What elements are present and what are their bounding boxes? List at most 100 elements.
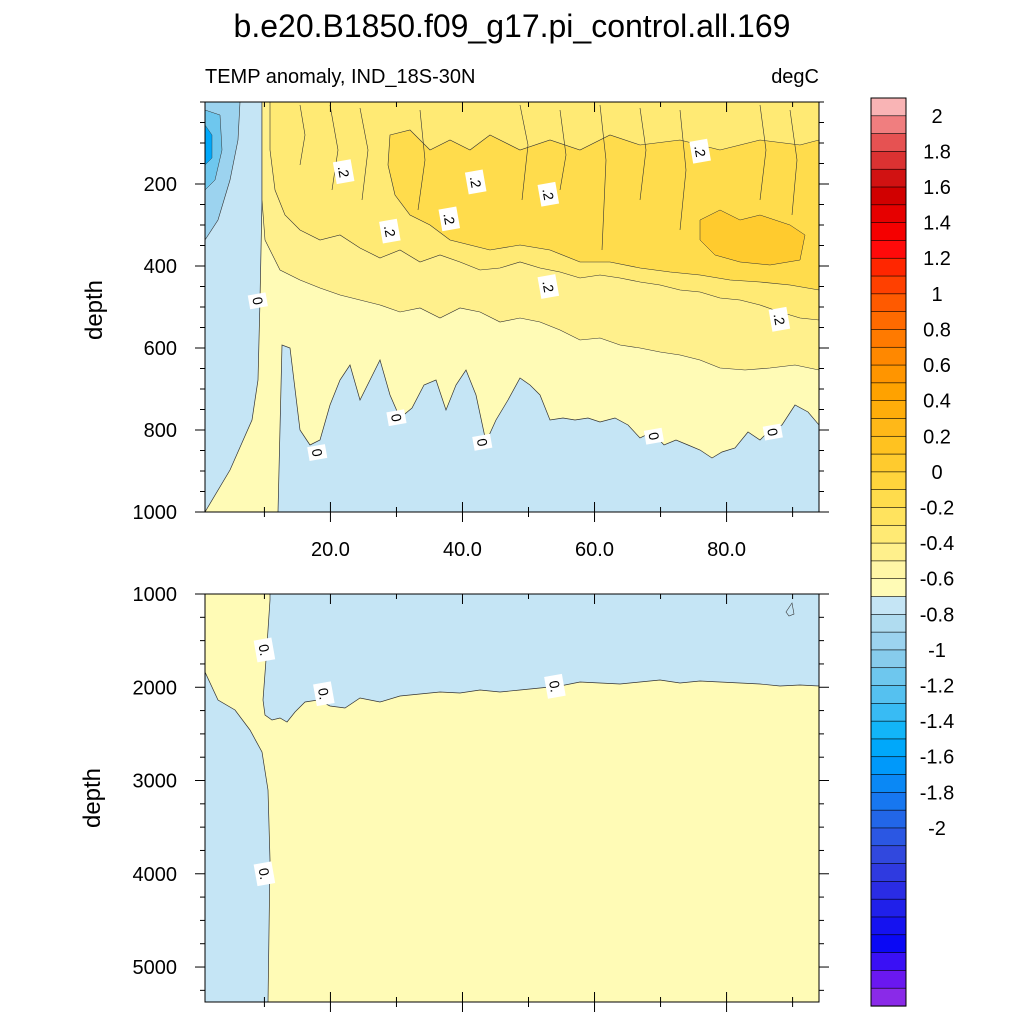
colorbar-label: -0.6 xyxy=(920,569,954,591)
colorbar-swatch xyxy=(870,863,907,882)
colorbar-swatch xyxy=(870,507,907,526)
upper-contour-wiggles xyxy=(299,104,798,251)
colorbar-swatch xyxy=(870,667,907,687)
contour-label-box xyxy=(253,861,276,887)
contour-label: .2 xyxy=(379,218,401,244)
contour-label-box xyxy=(438,206,461,232)
colorbar-swatch xyxy=(870,845,907,865)
upper-panel: 20.0 40.0 60.0 80.0 200 400 600 800 1000 depth .… xyxy=(81,101,829,561)
colorbar-swatch xyxy=(870,987,907,1007)
colorbar-swatch xyxy=(870,418,907,437)
contour-label-box xyxy=(643,427,665,445)
contour-label-box xyxy=(464,169,487,195)
colorbar-swatch xyxy=(870,382,907,402)
colorbar-swatch xyxy=(870,881,907,900)
colorbar-swatch xyxy=(870,240,907,259)
colorbar-swatch xyxy=(870,435,907,455)
colorbar-swatch xyxy=(870,827,907,847)
right-subtitle: degC xyxy=(771,66,819,88)
contour-label: 0 xyxy=(472,433,493,451)
colorbar-swatch xyxy=(870,970,907,989)
upper-contour-labels: .2 .2 .2 .2 .2 .2 .2 .2 0 0 0 0 0 0 xyxy=(247,138,791,462)
x-tick-label: 80.0 xyxy=(707,539,746,561)
y-tick-label: 1000 xyxy=(133,584,178,606)
y-tick-label: 1000 xyxy=(133,502,178,524)
contour-label-text: 0. xyxy=(256,643,274,657)
contour-label-text: 0 xyxy=(764,427,781,438)
upper-cold-core-peak xyxy=(205,124,213,166)
colorbar-swatch xyxy=(870,222,907,242)
colorbar-swatch xyxy=(870,133,907,153)
lower-panel: 1000 2000 3000 4000 5000 depth 0. 0. 0. 0. xyxy=(79,584,829,1012)
colorbar-swatch xyxy=(870,115,907,135)
colorbar-swatch xyxy=(870,364,907,384)
contour-label: 0. xyxy=(253,637,276,663)
colorbar-swatch xyxy=(870,489,907,509)
colorbar-swatch xyxy=(870,809,907,829)
colorbar-label: -1.8 xyxy=(920,782,954,804)
colorbar-label: -0.2 xyxy=(920,497,954,519)
colorbar-label: 0 xyxy=(931,462,942,484)
contour-label-box xyxy=(307,444,328,462)
contour-label-text: .2 xyxy=(539,279,557,293)
colorbar-label: 1.6 xyxy=(923,177,951,199)
contour-label-text: 0 xyxy=(388,412,405,423)
y-tick-label: 4000 xyxy=(133,864,178,886)
colorbar-swatch xyxy=(870,453,907,473)
lower-small-feature xyxy=(785,602,795,617)
contour-label-box xyxy=(544,673,566,699)
contour-label-text: 0 xyxy=(309,447,326,458)
colorbar-label: -1.2 xyxy=(920,676,954,698)
contour-label: 0 xyxy=(247,292,268,310)
lower-negative-left xyxy=(205,671,271,1002)
colorbar-label: 0.8 xyxy=(923,319,951,341)
contour-label-text: 0. xyxy=(546,679,564,693)
contour-label-text: 0 xyxy=(249,296,266,307)
colorbar-swatch xyxy=(870,916,907,936)
x-tick-label: 20.0 xyxy=(311,539,350,561)
colorbar-swatch xyxy=(870,792,907,811)
lower-negative-region xyxy=(262,594,819,723)
colorbar-label: 1.8 xyxy=(923,141,951,163)
contour-label-text: .2 xyxy=(381,224,399,238)
colorbar-label: -1.4 xyxy=(920,711,954,733)
contour-label: 0. xyxy=(253,861,276,887)
upper-y-axis-label: depth xyxy=(81,280,108,340)
contour-label-text: .2 xyxy=(539,187,557,201)
lower-axes: 1000 2000 3000 4000 5000 xyxy=(133,584,829,1012)
colorbar-label: 1 xyxy=(931,284,942,306)
y-tick-label: 2000 xyxy=(133,677,178,699)
colorbar-swatch xyxy=(870,774,907,793)
contour-label-text: 0. xyxy=(315,687,333,701)
contour-label-box xyxy=(537,274,560,299)
contour-label-text: 0 xyxy=(474,437,491,448)
y-tick-label: 3000 xyxy=(133,771,178,793)
colorbar-swatch xyxy=(870,275,907,295)
y-tick-label: 200 xyxy=(144,174,177,196)
contour-label: 0. xyxy=(313,681,335,707)
y-tick-label: 400 xyxy=(144,256,177,278)
colorbar-swatch xyxy=(870,756,907,776)
contour-label-box xyxy=(689,138,711,164)
contour-label: .2 xyxy=(537,274,560,299)
colorbar-label: 1.2 xyxy=(923,248,951,270)
colorbar-swatch xyxy=(870,346,907,366)
contour-label: .2 xyxy=(438,206,461,232)
colorbar-label: 1.4 xyxy=(923,213,951,235)
contour-label-box xyxy=(762,423,783,441)
contour-label-text: .2 xyxy=(691,144,709,158)
lower-y-axis-label: depth xyxy=(79,768,106,828)
contour-label-box xyxy=(253,637,276,663)
colorbar-swatch xyxy=(870,471,907,491)
colorbar-label: 0.4 xyxy=(923,391,951,413)
colorbar-swatch xyxy=(870,257,907,277)
contour-label-box xyxy=(386,409,407,427)
contour-label-text: 0 xyxy=(645,431,662,442)
contour-label: .2 xyxy=(464,169,487,195)
y-tick-label: 800 xyxy=(144,420,177,442)
contour-label: 0 xyxy=(307,444,328,462)
contour-label: 0. xyxy=(544,673,566,699)
contour-label-text: .2 xyxy=(335,165,353,179)
contour-label-box xyxy=(768,306,791,332)
